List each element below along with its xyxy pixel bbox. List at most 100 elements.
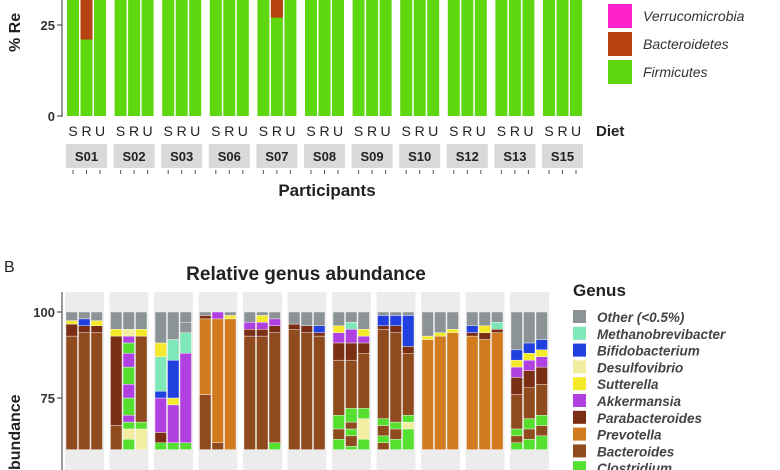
panel-a-bar-firmicutes (427, 0, 440, 116)
panel-a-diet-tick-label: U (143, 123, 153, 139)
panel-b-bar-segment (256, 311, 269, 316)
panel-b-bar-segment (523, 428, 536, 440)
panel-a-bar-firmicutes (189, 0, 202, 116)
panel-b-legend-label: Prevotella (597, 428, 662, 443)
panel-b-legend-swatch (573, 461, 586, 470)
panel-b-bar-segment (332, 428, 345, 440)
panel-a-facet-strip (161, 144, 203, 168)
panel-b-title: Relative genus abundance (186, 264, 426, 285)
panel-a-diet-tick-label: S (497, 123, 506, 139)
panel-b-legend-swatch (573, 310, 586, 323)
panel-a-legend-label: Bacteroidetes (643, 36, 729, 52)
panel-b-bar-segment (110, 311, 123, 330)
panel-b-bar-segment (402, 353, 415, 416)
panel-b-bar-segment (535, 425, 548, 437)
panel-b-bar-segment (122, 335, 135, 344)
panel-b-bar-segment (78, 325, 91, 333)
panel-a-legend-label: Firmicutes (643, 64, 708, 80)
panel-b-bar-segment (535, 349, 548, 357)
panel-a-bar-firmicutes (495, 0, 508, 116)
panel-b-bar-segment (90, 332, 103, 450)
panel-a-facet-strip (113, 144, 155, 168)
panel-b-bar-segment (65, 323, 78, 337)
panel-a-diet-tick-label: S (449, 123, 458, 139)
panel-a-facet-strip (256, 144, 298, 168)
panel-b-bar-segment (535, 311, 548, 340)
panel-a-participant-label: S01 (75, 149, 98, 164)
panel-b-bar-segment (377, 329, 390, 419)
panel-b-bar-segment (345, 311, 358, 323)
panel-a-bar-bacteroidetes (80, 0, 93, 40)
panel-b-bar-segment (357, 311, 370, 330)
panel-b-bar-segment (510, 377, 523, 395)
panel-b-bar-segment (446, 332, 459, 450)
panel-b-bar-segment (211, 442, 224, 450)
panel-b-bar-segment (154, 356, 167, 392)
panel-b-bar-segment (179, 311, 192, 323)
panel-a-diet-tick-label: U (285, 123, 295, 139)
panel-a-bar-firmicutes (209, 0, 222, 116)
panel-b-bar-segment (523, 370, 536, 388)
panel-a-diet-tick-label: R (462, 123, 472, 139)
panel-a-y-axis-label: % Re (7, 13, 24, 52)
panel-a-diet-tick-label: R (224, 123, 234, 139)
panel-b-bar-segment (434, 332, 447, 337)
panel-b-bar-segment (332, 325, 345, 333)
panel-b-bar-segment (377, 418, 390, 426)
panel-b-bar-segment (288, 311, 301, 325)
panel-b-bar-segment (167, 339, 180, 361)
panel-b-bar-segment (377, 435, 390, 443)
panel-b-bar-segment (466, 311, 479, 326)
panel-b-bar-segment (167, 311, 180, 340)
panel-b-bar-segment (332, 439, 345, 450)
panel-b-legend-label: Methanobrevibacter (597, 327, 726, 342)
panel-b-bar-segment (478, 311, 491, 326)
panel-b-bar-segment (122, 421, 135, 430)
panel-b-bar-segment (357, 353, 370, 409)
panel-a-diet-tick-label: S (116, 123, 125, 139)
panel-a-y-tick-label: 0 (48, 109, 55, 124)
panel-a-bar-firmicutes (162, 0, 175, 116)
panel-b-bar-segment (402, 311, 415, 316)
panel-b-legend-swatch (573, 427, 586, 441)
panel-b-bar-segment (377, 442, 390, 450)
panel-b-bar-segment (288, 323, 301, 330)
panel-b-bar-segment (268, 325, 281, 333)
panel-b-legend-label: Other (<0.5%) (597, 310, 685, 325)
panel-b-bar-segment (446, 329, 459, 333)
panel-a-legend-swatch (608, 4, 632, 28)
panel-b-legend-label: Sutterella (597, 377, 659, 392)
panel-b-bar-segment (199, 311, 212, 316)
panel-a-diet-tick-label: R (367, 123, 377, 139)
panel-b-legend-swatch (573, 377, 586, 391)
panel-a-diet-tick-label: U (190, 123, 200, 139)
panel-a-facet-strip (351, 144, 393, 168)
panel-b-bar-segment (434, 311, 447, 333)
panel-b-bar-segment (154, 311, 167, 344)
panel-a-bar-firmicutes (114, 0, 127, 116)
panel-a-diet-tick-label: R (510, 123, 520, 139)
panel-b-bar-segment (78, 311, 91, 320)
panel-b-bar-segment (535, 415, 548, 426)
panel-a-participant-label: S07 (265, 149, 288, 164)
panel-b-bar-segment (179, 442, 192, 450)
panel-a-participant-label: S12 (456, 149, 479, 164)
panel-b-bar-segment (122, 397, 135, 416)
panel-b-bar-segment (224, 318, 237, 450)
panel-a-facet-strip (66, 144, 107, 168)
panel-a-y-tick-label: 25 (41, 18, 55, 33)
panel-b-bar-segment (377, 325, 390, 330)
panel-b-bar-segment (345, 329, 358, 344)
panel-a-diet-tick-label: S (544, 123, 553, 139)
panel-b-bar-segment (268, 332, 281, 443)
panel-a-diet-tick-label: R (177, 123, 187, 139)
panel-a-bar-firmicutes (257, 0, 270, 116)
panel-b-bar-segment (478, 325, 491, 333)
panel-b-bar-segment (421, 339, 434, 450)
panel-b-bar-segment (243, 335, 256, 450)
panel-a-diet-tick-label: R (81, 123, 91, 139)
panel-b-bar-segment (154, 342, 167, 357)
panel-a-diet-tick-label: S (211, 123, 220, 139)
panel-b-bar-segment (211, 311, 224, 320)
panel-b-bar-segment (224, 315, 237, 320)
